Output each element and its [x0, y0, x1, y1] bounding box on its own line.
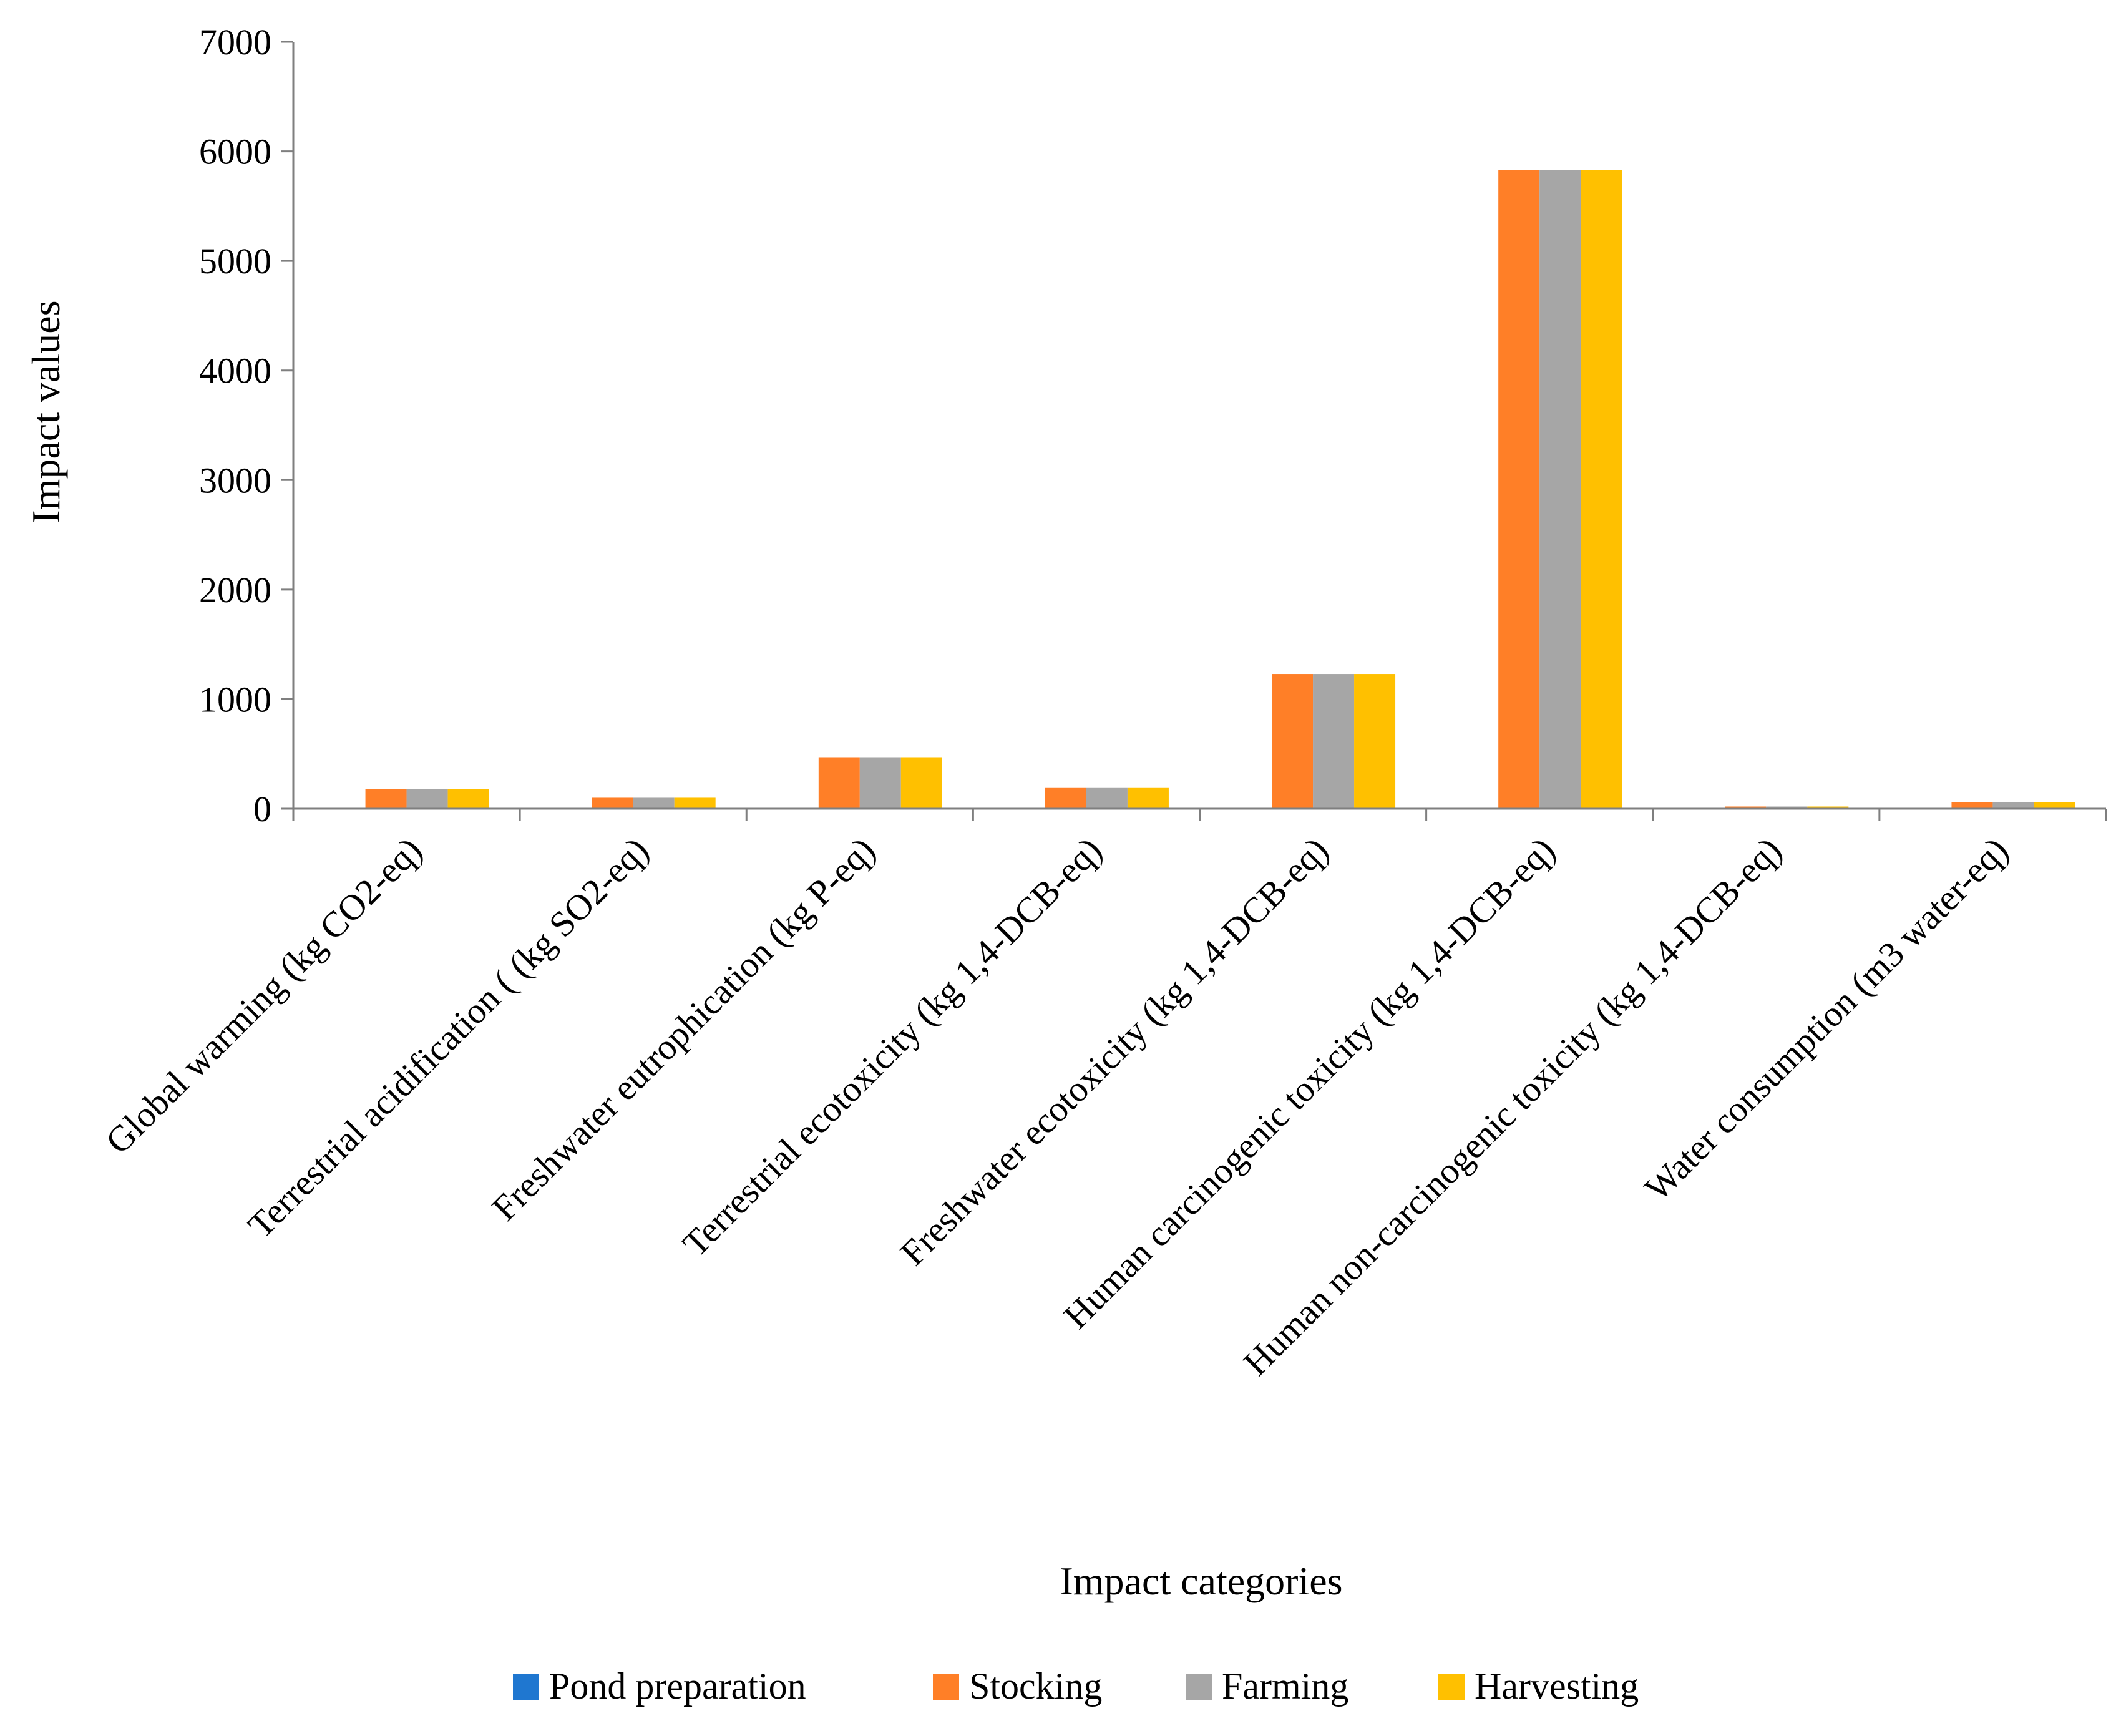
- bar-stocking: [1272, 674, 1314, 809]
- bar-farming: [1766, 806, 1808, 809]
- bar-harvesting: [1354, 674, 1396, 809]
- bar-farming: [1992, 802, 2034, 809]
- x-axis-title: Impact categories: [1060, 1559, 1342, 1603]
- bar-stocking: [818, 757, 860, 809]
- legend-label: Farming: [1222, 1665, 1348, 1707]
- bar-harvesting: [1581, 170, 1622, 809]
- bar-stocking: [592, 797, 633, 809]
- y-tick-label: 5000: [199, 241, 271, 281]
- bar-farming: [1539, 170, 1581, 809]
- legend-swatch: [1186, 1674, 1212, 1700]
- bar-farming: [1313, 674, 1355, 809]
- x-category-label: Freshwater eutrophication (kg P-eq): [484, 829, 883, 1228]
- y-axis-title: Impact values: [24, 300, 68, 523]
- bar-farming: [859, 757, 901, 809]
- bar-stocking: [1045, 787, 1086, 809]
- bar-harvesting: [447, 789, 489, 809]
- x-category-label: Water consumption (m3 water-eq): [1637, 829, 2016, 1209]
- y-tick-label: 1000: [199, 679, 271, 719]
- bar-stocking: [1951, 802, 1993, 809]
- x-category-label: Human non-carcinogenic toxicity (kg 1,4-…: [1236, 829, 1790, 1383]
- y-tick-label: 7000: [199, 22, 271, 62]
- bar-farming: [633, 797, 675, 809]
- y-tick-label: 6000: [199, 132, 271, 172]
- legend: Pond preparation Stocking Farming Harvestin…: [513, 1665, 1639, 1707]
- legend-label: Stocking: [969, 1665, 1102, 1707]
- legend-swatch: [933, 1674, 959, 1700]
- y-tick-label: 3000: [199, 460, 271, 500]
- y-tick-label: 4000: [199, 351, 271, 391]
- x-axis-category-labels: Global warming (kg CO2-eq)Terrestrial ac…: [97, 829, 2016, 1383]
- bar-harvesting: [1807, 806, 1849, 809]
- bar-harvesting: [1127, 787, 1169, 809]
- bar-stocking: [365, 789, 407, 809]
- x-category-label: Freshwater ecotoxicity (kg 1,4-DCB-eq): [892, 829, 1336, 1273]
- legend-label: Pond preparation: [549, 1665, 806, 1707]
- x-category-label: Human carcinogenic toxicity (kg 1,4-DCB-…: [1056, 829, 1563, 1336]
- legend-swatch: [513, 1674, 539, 1700]
- x-category-label: Terrestrial acidification ( (kg SO2-eq): [240, 829, 656, 1246]
- bar-stocking: [1725, 806, 1767, 809]
- legend-label: Harvesting: [1475, 1665, 1639, 1707]
- bar-harvesting: [2034, 802, 2075, 809]
- bar-harvesting: [674, 797, 716, 809]
- y-tick-label: 0: [253, 789, 271, 829]
- bar-harvesting: [900, 757, 942, 809]
- bar-farming: [406, 789, 448, 809]
- y-tick-label: 2000: [199, 570, 271, 610]
- plot-area: [292, 42, 2107, 821]
- y-axis-ticks: 0 1000 2000 3000 4000 5000 6000 7000: [199, 22, 293, 829]
- bar-stocking: [1498, 170, 1540, 809]
- x-category-label: Terrestrial ecotoxicity (kg 1,4-DCB-eq): [675, 829, 1109, 1264]
- legend-swatch: [1438, 1674, 1465, 1700]
- bar-farming: [1086, 787, 1128, 809]
